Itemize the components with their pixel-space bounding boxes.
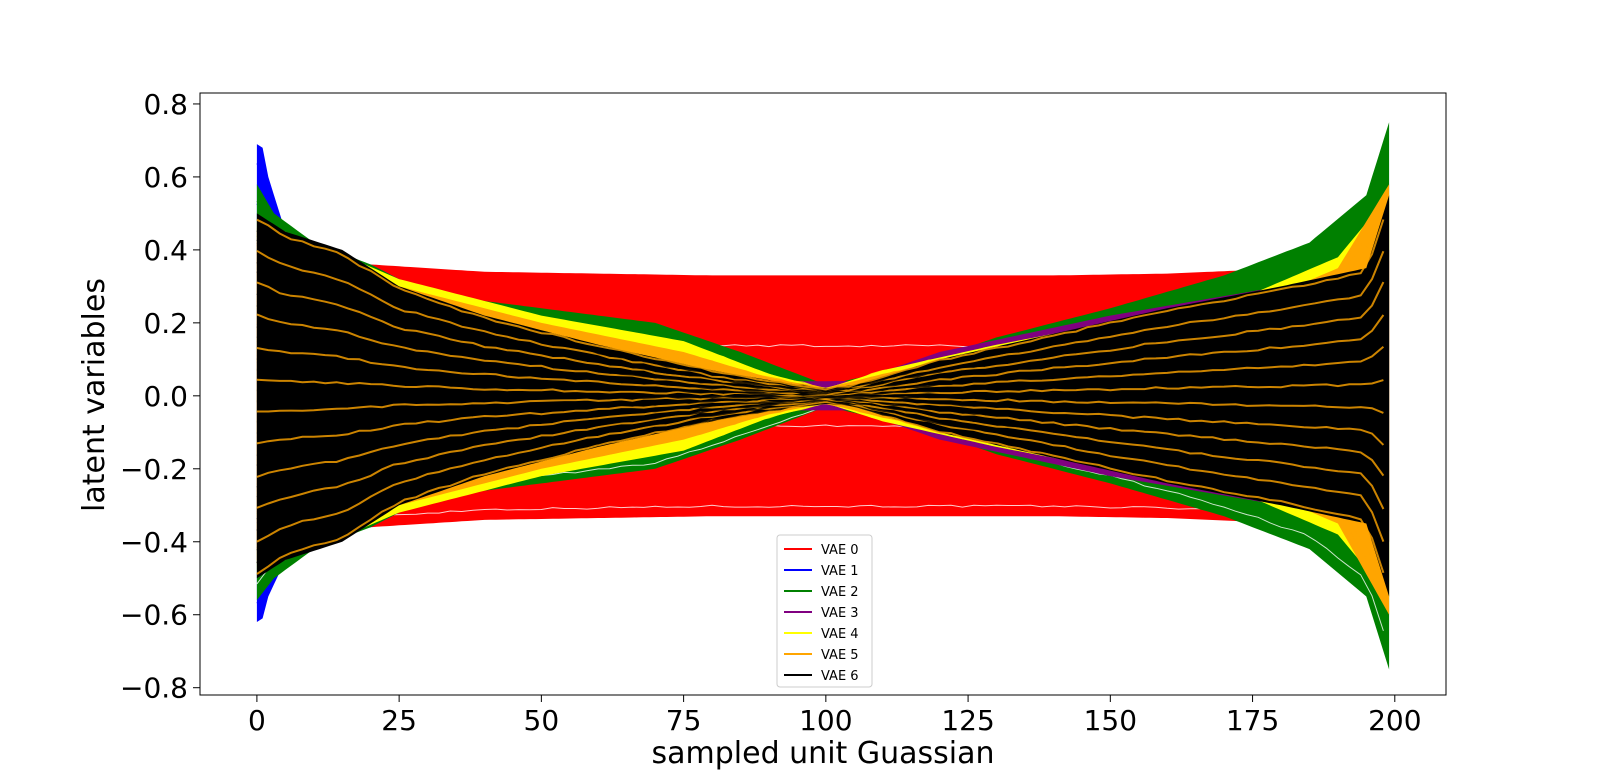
y-tick-label: 0.4	[143, 234, 188, 267]
legend-label: VAE 1	[821, 564, 859, 579]
series-trace	[256, 394, 1384, 403]
series-trace	[256, 400, 1385, 543]
legend-label: VAE 4	[821, 627, 859, 642]
x-tick-label: 200	[1368, 704, 1421, 737]
legend-label: VAE 2	[821, 585, 859, 600]
y-tick-label: 0.2	[143, 307, 188, 340]
x-axis: 0 25 50 75 100 125 150 175 200	[248, 695, 1422, 737]
y-tick-label: −0.8	[120, 672, 188, 705]
x-tick-label: 50	[524, 704, 560, 737]
series-trace	[256, 218, 1385, 391]
x-tick-label: 125	[941, 704, 994, 737]
series-layer	[256, 122, 1390, 670]
legend-label: VAE 5	[821, 648, 859, 663]
y-tick-label: −0.6	[120, 599, 188, 632]
legend-label: VAE 0	[821, 543, 859, 558]
series-trace	[256, 253, 1384, 287]
y-tick-label: 0.6	[143, 161, 188, 194]
legend-label: VAE 6	[821, 669, 859, 684]
legend-label: VAE 3	[821, 606, 859, 621]
x-tick-label: 175	[1226, 704, 1279, 737]
x-tick-label: 25	[381, 704, 417, 737]
y-tick-label: 0.8	[143, 88, 188, 121]
x-tick-label: 75	[666, 704, 702, 737]
x-tick-label: 150	[1084, 704, 1137, 737]
series-trace	[256, 504, 1384, 538]
x-tick-label: 0	[248, 704, 266, 737]
y-axis-title: latent variables	[77, 278, 112, 512]
series-trace	[256, 303, 1385, 395]
legend-box	[776, 534, 873, 688]
legend: VAE 0 VAE 1 VAE 2 VAE 3 VAE 4 VAE 5 VAE 6	[776, 534, 873, 688]
y-tick-label: −0.4	[120, 526, 188, 559]
x-tick-label: 100	[799, 704, 852, 737]
y-tick-label: −0.2	[120, 453, 188, 486]
x-axis-title: sampled unit Guassian	[652, 736, 995, 771]
plot-frame	[199, 92, 1447, 696]
y-axis: 0.8 0.6 0.4 0.2 0.0 −0.2 −0.4 −0.6 −0.8	[120, 88, 200, 705]
series-6	[256, 195, 1390, 597]
y-tick-label: 0.0	[143, 380, 188, 413]
